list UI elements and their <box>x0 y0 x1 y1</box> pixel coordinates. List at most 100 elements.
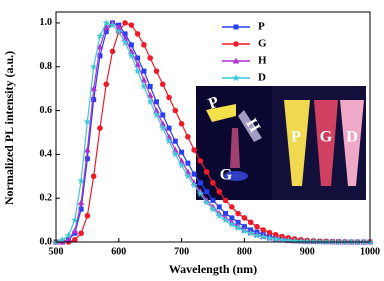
marker <box>316 237 324 245</box>
marker <box>90 85 97 92</box>
marker <box>159 124 167 132</box>
y-tick-label: 0.6 <box>40 105 53 116</box>
marker <box>160 112 166 118</box>
marker <box>232 74 240 82</box>
legend-label: P <box>258 21 265 33</box>
y-tick-label: 0.8 <box>40 61 53 72</box>
marker <box>77 199 85 206</box>
x-tick-label: 1000 <box>360 246 380 257</box>
marker <box>235 210 241 217</box>
marker <box>135 55 141 61</box>
marker <box>246 229 255 237</box>
marker <box>303 237 311 245</box>
legend-label: D <box>258 72 266 84</box>
marker <box>128 42 134 48</box>
marker <box>177 161 186 169</box>
marker <box>166 125 172 131</box>
marker <box>233 24 239 30</box>
marker <box>203 198 211 206</box>
x-tick-label: 600 <box>111 246 126 257</box>
marker <box>229 204 235 210</box>
marker <box>90 173 97 180</box>
marker <box>185 134 191 140</box>
x-tick-label: 700 <box>174 246 189 257</box>
marker <box>221 216 230 224</box>
marker <box>77 176 85 184</box>
marker <box>171 150 180 158</box>
marker <box>179 149 185 155</box>
y-tick-label: 0.0 <box>40 236 53 247</box>
marker <box>84 156 90 162</box>
marker <box>278 236 286 244</box>
marker <box>153 99 159 105</box>
marker <box>260 227 267 233</box>
legend-label: H <box>258 55 267 67</box>
marker <box>140 82 148 90</box>
marker <box>265 234 274 242</box>
marker <box>222 197 229 204</box>
marker <box>78 206 84 212</box>
marker <box>190 181 198 189</box>
marker <box>153 68 160 74</box>
marker <box>147 55 153 61</box>
marker <box>203 169 210 175</box>
marker <box>122 20 128 26</box>
marker <box>259 233 267 241</box>
marker <box>204 189 210 195</box>
marker <box>216 204 222 210</box>
marker <box>247 219 254 226</box>
marker <box>78 230 84 237</box>
marker <box>134 31 141 37</box>
y-axis-label: Normalized PL intensity (a.u.) <box>2 51 16 205</box>
marker <box>241 215 248 221</box>
marker <box>253 231 261 239</box>
marker <box>96 43 104 50</box>
marker <box>102 19 110 27</box>
marker <box>141 42 147 48</box>
marker <box>134 61 141 68</box>
marker <box>127 51 136 59</box>
marker <box>209 205 217 213</box>
marker <box>197 180 203 186</box>
marker <box>297 237 305 245</box>
marker <box>97 53 103 59</box>
inset-label: G <box>220 167 233 184</box>
marker <box>210 197 216 203</box>
marker <box>266 229 273 236</box>
marker <box>215 211 223 219</box>
inset-label: G <box>320 129 333 146</box>
marker <box>84 146 91 153</box>
inset-label: P <box>291 129 301 146</box>
marker <box>166 94 172 101</box>
plot-frame <box>55 11 371 243</box>
marker <box>159 81 166 88</box>
marker <box>191 171 197 177</box>
marker <box>196 189 205 197</box>
marker <box>172 107 179 114</box>
marker <box>89 62 98 70</box>
marker <box>133 67 142 75</box>
x-tick-label: 800 <box>237 246 252 257</box>
inset-photo <box>196 86 366 200</box>
marker <box>228 220 236 228</box>
marker <box>83 117 92 125</box>
marker <box>210 180 216 186</box>
marker <box>91 97 97 103</box>
marker <box>152 111 161 119</box>
marker <box>184 172 192 180</box>
marker <box>64 231 73 239</box>
marker <box>322 237 330 245</box>
marker <box>240 227 249 235</box>
marker <box>272 235 280 243</box>
marker <box>96 32 104 40</box>
marker <box>115 27 123 35</box>
marker <box>185 160 191 166</box>
marker <box>71 216 79 224</box>
marker <box>165 137 173 145</box>
marker <box>121 38 129 46</box>
legend-label: G <box>258 38 267 50</box>
y-tick-label: 0.4 <box>40 149 53 160</box>
marker <box>141 68 147 74</box>
marker <box>197 158 204 164</box>
marker <box>71 227 79 234</box>
